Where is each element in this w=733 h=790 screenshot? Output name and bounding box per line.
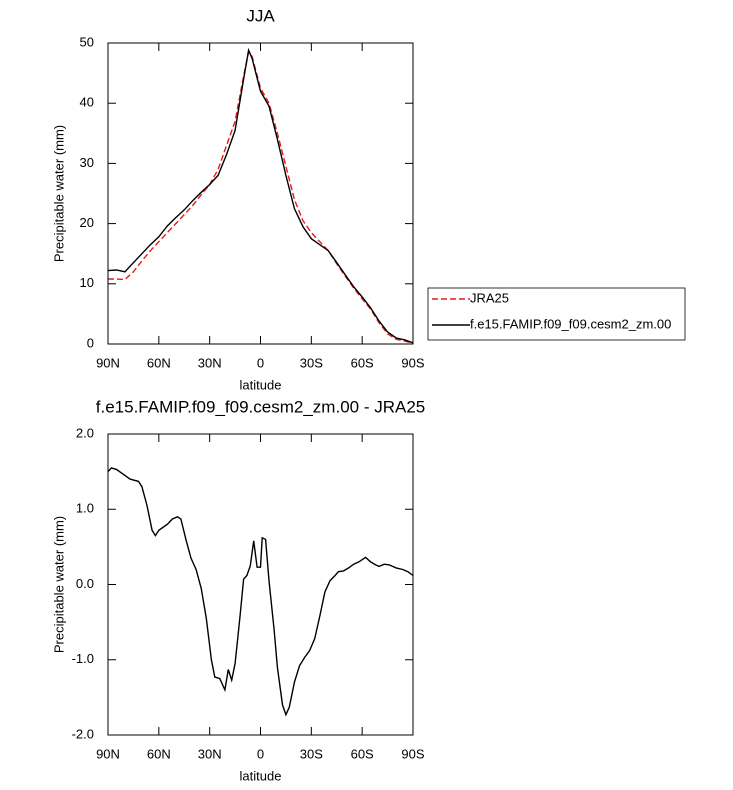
x-axis-label: latitude: [240, 377, 282, 392]
y-tick-label: 40: [80, 95, 94, 110]
data-line: [108, 50, 414, 345]
x-tick-label: 30S: [300, 746, 323, 761]
y-tick-label: -1.0: [72, 651, 94, 666]
x-tick-label: 90S: [401, 746, 424, 761]
y-tick-label: 30: [80, 155, 94, 170]
x-tick-label: 90S: [401, 355, 424, 370]
y-tick-label: 2.0: [76, 425, 94, 440]
x-axis-label: latitude: [240, 768, 282, 783]
x-tick-label: 90N: [96, 355, 120, 370]
chart-title: f.e15.FAMIP.f09_f09.cesm2_zm.00 - JRA25: [96, 397, 425, 416]
y-tick-label: 0: [87, 335, 94, 350]
x-tick-label: 60N: [147, 355, 171, 370]
data-line: [107, 467, 414, 717]
legend-box: [427, 287, 686, 341]
plot-frame: [107, 42, 414, 345]
x-tick-label: 60S: [351, 355, 374, 370]
data-line: [107, 47, 414, 344]
x-tick-label: 90N: [96, 746, 120, 761]
legend-label: f.e15.FAMIP.f09_f09.cesm2_zm.00: [470, 316, 671, 331]
x-tick-label: 0: [257, 746, 264, 761]
x-tick-label: 60S: [351, 746, 374, 761]
y-tick-label: 50: [80, 34, 94, 49]
chart-title: JJA: [246, 6, 275, 25]
x-tick-label: 30S: [300, 355, 323, 370]
y-tick-label: 0.0: [76, 576, 94, 591]
y-tick-label: 20: [80, 215, 94, 230]
y-axis-label: Precipitable water (mm): [51, 516, 66, 653]
y-tick-label: 1.0: [76, 501, 94, 516]
legend-label: JRA25: [470, 290, 509, 305]
x-tick-label: 60N: [147, 746, 171, 761]
y-tick-label: -2.0: [72, 726, 94, 741]
y-tick-label: 10: [80, 275, 94, 290]
x-tick-label: 30N: [198, 355, 222, 370]
plot-frame: [107, 433, 414, 736]
y-axis-label: Precipitable water (mm): [51, 125, 66, 262]
x-tick-label: 0: [257, 355, 264, 370]
x-tick-label: 30N: [198, 746, 222, 761]
